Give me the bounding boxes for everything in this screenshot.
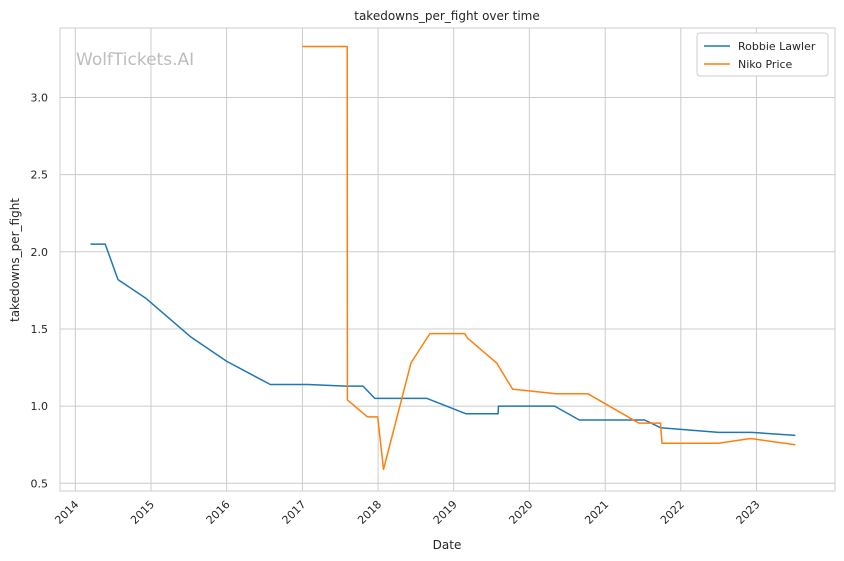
y-tick-label: 1.5: [31, 323, 49, 336]
x-tick-label: 2015: [128, 498, 157, 527]
x-tick-label: 2021: [582, 498, 611, 527]
x-axis-label: Date: [433, 538, 462, 552]
x-tick-label: 2023: [734, 498, 763, 527]
x-tick-label: 2019: [431, 498, 460, 527]
y-tick-label: 3.0: [31, 91, 49, 104]
y-tick-label: 2.5: [31, 169, 49, 182]
grid-lines: [60, 28, 835, 491]
x-tick-label: 2016: [204, 498, 233, 527]
x-tick-label: 2022: [658, 498, 687, 527]
y-tick-label: 2.0: [31, 246, 49, 259]
plot-area: [59, 27, 836, 492]
x-tick-label: 2014: [52, 498, 81, 527]
x-tick-label: 2017: [280, 498, 309, 527]
legend-label: Niko Price: [738, 58, 793, 71]
legend-label: Robbie Lawler: [738, 40, 816, 53]
y-tick-label: 1.0: [31, 400, 49, 413]
x-axis-ticks: 2014 2015 2016 2017 2018 2019 2020 2021 2022 2023: [52, 498, 762, 527]
x-tick-label: 2020: [506, 498, 535, 527]
series-line-1: [302, 45, 796, 471]
x-tick-label: 2018: [355, 498, 384, 527]
watermark: WolfTickets.AI: [76, 50, 194, 70]
y-tick-label: 0.5: [31, 477, 49, 490]
y-axis-label: takedowns_per_fight: [8, 198, 22, 322]
legend-box: [696, 32, 829, 77]
chart-title: takedowns_per_fight over time: [354, 9, 540, 23]
legend: Robbie Lawler Niko Price: [696, 32, 829, 77]
series-lines: [90, 45, 796, 471]
y-axis-ticks: 0.5 1.0 1.5 2.0 2.5 3.0: [31, 91, 49, 490]
